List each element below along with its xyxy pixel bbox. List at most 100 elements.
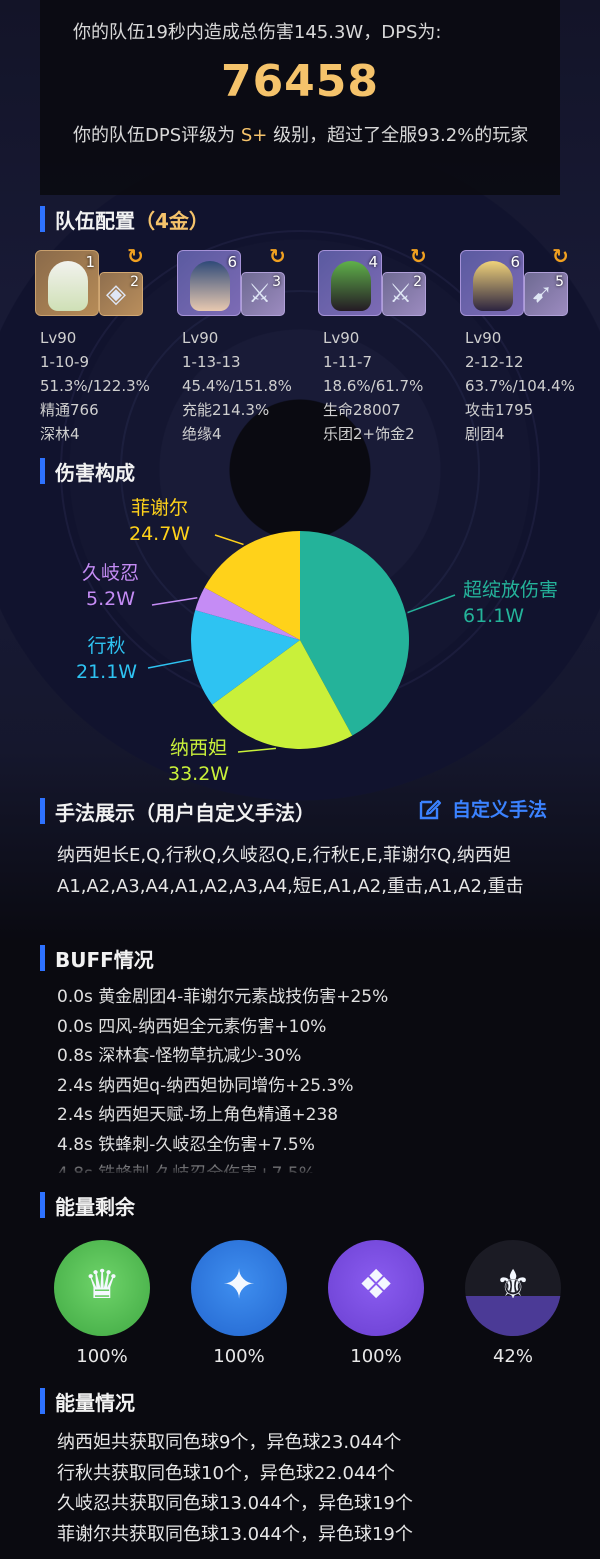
constellation-level: 6 xyxy=(510,253,520,271)
slice-value: 5.2W xyxy=(86,588,136,610)
edit-icon xyxy=(419,799,442,819)
member-level: Lv90 xyxy=(323,329,360,347)
buff-list[interactable]: 0.0s 黄金剧团4-菲谢尔元素战技伤害+25% 0.0s 四风-纳西妲全元素伤… xyxy=(57,983,577,1173)
member-level: Lv90 xyxy=(465,329,502,347)
energy-nahida: ♛ 100% xyxy=(54,1240,150,1367)
nahida-portrait: 1 xyxy=(35,250,99,316)
energy-percent: 42% xyxy=(492,1346,533,1367)
sword-icon: ⚔ xyxy=(389,279,413,309)
summary-line: 你的队伍19秒内造成总伤害145.3W，DPS为: xyxy=(73,22,442,43)
refinement-level: 5 xyxy=(555,274,564,290)
member-talents: 1-13-13 xyxy=(182,353,241,371)
buff-section-header: BUFF情况 xyxy=(40,943,154,973)
slice-name: 纳西妲 xyxy=(170,737,228,759)
swap-icon[interactable]: ↻ xyxy=(269,244,286,268)
xingqiu-portrait: 6 xyxy=(177,250,241,316)
slice-name: 行秋 xyxy=(87,635,126,657)
dps-value: 76458 xyxy=(220,56,380,107)
section-title: 伤害构成 xyxy=(55,460,135,485)
swap-icon[interactable]: ↻ xyxy=(552,244,569,268)
dps-summary-panel: 你的队伍19秒内造成总伤害145.3W，DPS为: 76458 你的队伍DPS评… xyxy=(40,0,560,195)
pie-leader-line xyxy=(237,747,277,753)
member-stats: Lv90 1-11-7 18.6%/61.7% 生命28007 乐团2+饰金2 xyxy=(323,326,423,446)
list-item: 0.0s 四风-纳西妲全元素伤害+10% xyxy=(57,1016,327,1037)
catalyst-icon: ◈ xyxy=(106,279,126,309)
section-accent-bar xyxy=(40,798,45,824)
list-item: 2.4s 纳西妲q-纳西妲协同增伤+25.3% xyxy=(57,1075,354,1096)
portrait-face xyxy=(48,261,88,311)
slice-name: 超绽放伤害 xyxy=(463,579,559,601)
weapon-catalyst: ◈ 2 xyxy=(99,272,143,316)
custom-combo-button[interactable]: 自定义手法 xyxy=(418,795,547,822)
member-crit: 51.3%/122.3% xyxy=(40,377,150,395)
energy-info-section-header: 能量情况 xyxy=(40,1386,135,1416)
custom-combo-label: 自定义手法 xyxy=(452,799,548,821)
pie-label-xingqiu: 行秋 21.1W xyxy=(76,633,137,685)
rating-prefix: 你的队伍DPS评级为 xyxy=(73,125,241,146)
energy-kuki: ❖ 100% xyxy=(328,1240,424,1367)
pie-slice xyxy=(300,531,409,736)
slice-name: 菲谢尔 xyxy=(131,497,189,519)
constellation-level: 6 xyxy=(227,253,237,271)
energy-percent: 100% xyxy=(76,1346,128,1367)
pie-label-hyperbloom: 超绽放伤害 61.1W xyxy=(463,577,558,629)
burst-glyph: ⚜ xyxy=(495,1262,531,1308)
list-item: 4.8s 铁蜂刺-久岐忍全伤害+7.5% xyxy=(57,1134,315,1155)
fischl-portrait: 6 xyxy=(460,250,524,316)
weapon-sword: ⚔ 2 xyxy=(382,272,426,316)
member-artifact-set: 乐团2+饰金2 xyxy=(323,425,415,443)
member-main-stat: 生命28007 xyxy=(323,401,401,419)
burst-glyph: ✦ xyxy=(222,1262,256,1308)
weapon-bow: ➹ 5 xyxy=(524,272,568,316)
member-crit: 45.4%/151.8% xyxy=(182,377,292,395)
kuki-burst-icon: ❖ xyxy=(328,1240,424,1336)
swap-icon[interactable]: ↻ xyxy=(410,244,427,268)
constellation-level: 1 xyxy=(85,253,95,271)
member-crit: 63.7%/104.4% xyxy=(465,377,575,395)
pie-label-kuki: 久岐忍 5.2W xyxy=(82,560,139,612)
energy-info-list: 纳西妲共获取同色球9个，异色球23.044个 行秋共获取同色球10个，异色球22… xyxy=(57,1428,413,1550)
pie-slice xyxy=(212,640,353,749)
portrait-face xyxy=(331,261,371,311)
member-stats: Lv90 1-13-13 45.4%/151.8% 充能214.3% 绝缘4 xyxy=(182,326,292,446)
member-artifact-set: 深林4 xyxy=(40,425,80,443)
section-title: 队伍配置（4金） xyxy=(55,205,209,234)
burst-glyph: ❖ xyxy=(358,1262,394,1308)
bow-icon: ➹ xyxy=(531,279,553,309)
pie-leader-line xyxy=(214,534,244,546)
section-title: BUFF情况 xyxy=(55,947,154,972)
refinement-level: 2 xyxy=(413,274,422,290)
pie-leader-line xyxy=(407,594,456,614)
energy-left-section-header: 能量剩余 xyxy=(40,1190,135,1220)
pie-label-fischl: 菲谢尔 24.7W xyxy=(129,495,190,547)
list-item: 0.8s 深林套-怪物草抗减少-30% xyxy=(57,1046,302,1066)
member-level: Lv90 xyxy=(40,329,77,347)
rating-suffix: 级别，超过了全服93.2%的玩家 xyxy=(267,125,529,146)
section-accent-bar xyxy=(40,458,45,484)
refinement-level: 2 xyxy=(130,274,139,290)
member-main-stat: 攻击1795 xyxy=(465,401,534,419)
fischl-burst-icon: ⚜ xyxy=(465,1240,561,1336)
section-title: 能量情况 xyxy=(55,1390,135,1415)
slice-value: 21.1W xyxy=(76,661,138,683)
list-item: 行秋共获取同色球10个，异色球22.044个 xyxy=(57,1462,395,1484)
list-item: 0.0s 黄金剧团4-菲谢尔元素战技伤害+25% xyxy=(57,987,389,1007)
buff-list-fade xyxy=(0,1160,600,1178)
swap-icon[interactable]: ↻ xyxy=(127,244,144,268)
portrait-face xyxy=(473,261,513,311)
section-accent-bar xyxy=(40,1192,45,1218)
list-item: 菲谢尔共获取同色球13.044个，异色球19个 xyxy=(57,1523,413,1545)
list-item: 2.4s 纳西妲天赋-场上角色精通+238 xyxy=(57,1105,339,1125)
section-accent-bar xyxy=(40,945,45,971)
pie-slice xyxy=(191,610,300,705)
energy-xingqiu: ✦ 100% xyxy=(191,1240,287,1367)
list-item: 久岐忍共获取同色球13.044个，异色球19个 xyxy=(57,1493,413,1514)
member-talents: 2-12-12 xyxy=(465,353,524,371)
constellation-level: 4 xyxy=(368,253,378,271)
rating-line: 你的队伍DPS评级为 S+ 级别，超过了全服93.2%的玩家 xyxy=(73,122,533,150)
slice-value: 61.1W xyxy=(463,605,525,627)
pie-slice xyxy=(195,587,300,640)
energy-fill xyxy=(465,1295,561,1336)
section-title: 手法展示（用户自定义手法） xyxy=(55,800,315,825)
burst-glyph: ♛ xyxy=(84,1262,120,1308)
